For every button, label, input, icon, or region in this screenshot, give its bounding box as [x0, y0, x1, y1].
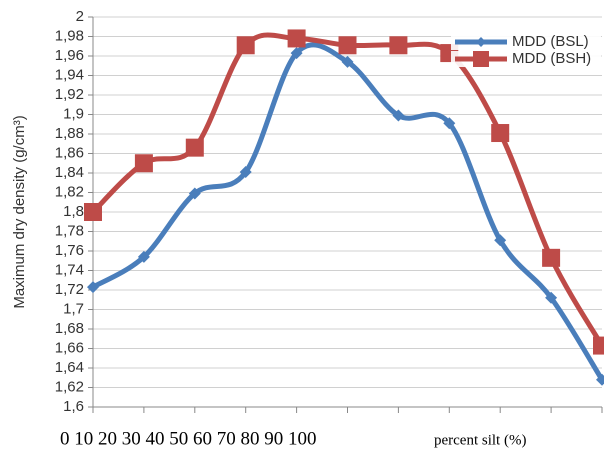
y-tick-label: 1,88 [55, 125, 84, 142]
marker [545, 291, 558, 304]
marker [389, 36, 408, 55]
y-tick-label: 1,6 [63, 398, 84, 415]
y-tick-label: 1,92 [55, 86, 84, 103]
y-tick-label: 1,86 [55, 144, 84, 161]
marker [443, 117, 456, 130]
legend-bg [451, 34, 601, 50]
y-tick-label: 1,84 [55, 164, 84, 181]
marker [137, 250, 150, 263]
legend-label: MDD (BSH) [512, 50, 591, 67]
y-tick-label: 1,68 [55, 320, 84, 337]
y-tick-label: 1,76 [55, 242, 84, 259]
marker [134, 154, 153, 173]
marker [236, 36, 255, 55]
y-tick-label: 1,9 [63, 105, 84, 122]
marker [593, 336, 604, 355]
marker [476, 37, 486, 47]
marker [87, 281, 99, 294]
y-tick-label: 1,64 [55, 359, 84, 376]
x-values-text: 0 10 20 30 40 50 60 70 80 90 100 [60, 428, 317, 449]
marker [542, 248, 561, 267]
y-tick-label: 1,78 [55, 222, 84, 239]
y-axis-label: Maximum dry density (g/cm³) [11, 115, 28, 308]
marker [84, 203, 102, 221]
y-tick-label: 2 [76, 8, 84, 25]
marker [494, 234, 507, 247]
legend-label: MDD (BSL) [512, 33, 589, 50]
marker [491, 124, 510, 143]
marker [341, 55, 354, 68]
y-tick-label: 1,7 [63, 300, 84, 317]
marker [239, 166, 252, 179]
marker [188, 187, 201, 200]
y-tick-label: 1,66 [55, 339, 84, 356]
x-axis-label: percent silt (%) [434, 432, 526, 448]
marker [596, 373, 604, 386]
y-tick-label: 1,98 [55, 27, 84, 44]
y-tick-label: 1,96 [55, 47, 84, 64]
marker [392, 109, 405, 122]
y-tick-label: 1,82 [55, 183, 84, 200]
y-tick-label: 1,8 [63, 203, 84, 220]
marker [290, 47, 303, 60]
y-tick-label: 1,74 [55, 261, 84, 278]
y-tick-label: 1,72 [55, 281, 84, 298]
y-tick-label: 1,94 [55, 66, 84, 83]
marker [473, 51, 489, 67]
series-line [91, 32, 604, 347]
marker [287, 29, 306, 48]
y-tick-label: 1,62 [55, 378, 84, 395]
marker [338, 36, 357, 55]
marker [185, 138, 204, 157]
